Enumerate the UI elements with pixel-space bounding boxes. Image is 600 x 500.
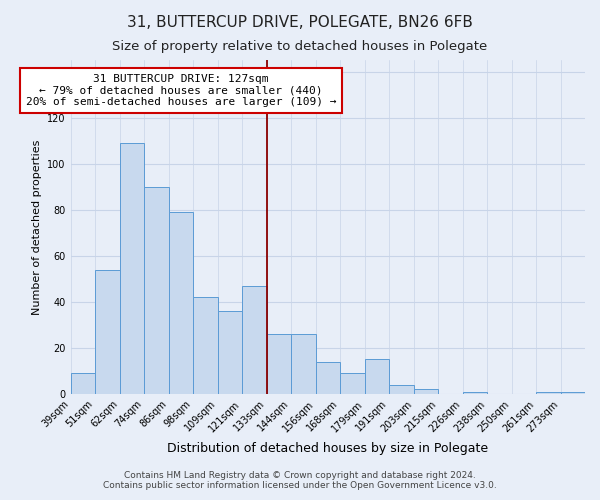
X-axis label: Distribution of detached houses by size in Polegate: Distribution of detached houses by size … xyxy=(167,442,488,455)
Text: Size of property relative to detached houses in Polegate: Size of property relative to detached ho… xyxy=(112,40,488,53)
Bar xyxy=(340,373,365,394)
Bar xyxy=(413,390,438,394)
Bar xyxy=(169,212,193,394)
Bar xyxy=(291,334,316,394)
Y-axis label: Number of detached properties: Number of detached properties xyxy=(32,140,41,314)
Text: Contains HM Land Registry data © Crown copyright and database right 2024.
Contai: Contains HM Land Registry data © Crown c… xyxy=(103,470,497,490)
Text: 31 BUTTERCUP DRIVE: 127sqm
← 79% of detached houses are smaller (440)
20% of sem: 31 BUTTERCUP DRIVE: 127sqm ← 79% of deta… xyxy=(26,74,336,107)
Bar xyxy=(560,392,585,394)
Bar xyxy=(95,270,119,394)
Bar xyxy=(144,186,169,394)
Text: 31, BUTTERCUP DRIVE, POLEGATE, BN26 6FB: 31, BUTTERCUP DRIVE, POLEGATE, BN26 6FB xyxy=(127,15,473,30)
Bar xyxy=(218,311,242,394)
Bar xyxy=(389,384,413,394)
Bar xyxy=(71,373,95,394)
Bar xyxy=(119,143,144,394)
Bar xyxy=(536,392,560,394)
Bar xyxy=(316,362,340,394)
Bar xyxy=(463,392,487,394)
Bar xyxy=(242,286,266,394)
Bar xyxy=(193,297,218,394)
Bar xyxy=(266,334,291,394)
Bar xyxy=(365,360,389,394)
